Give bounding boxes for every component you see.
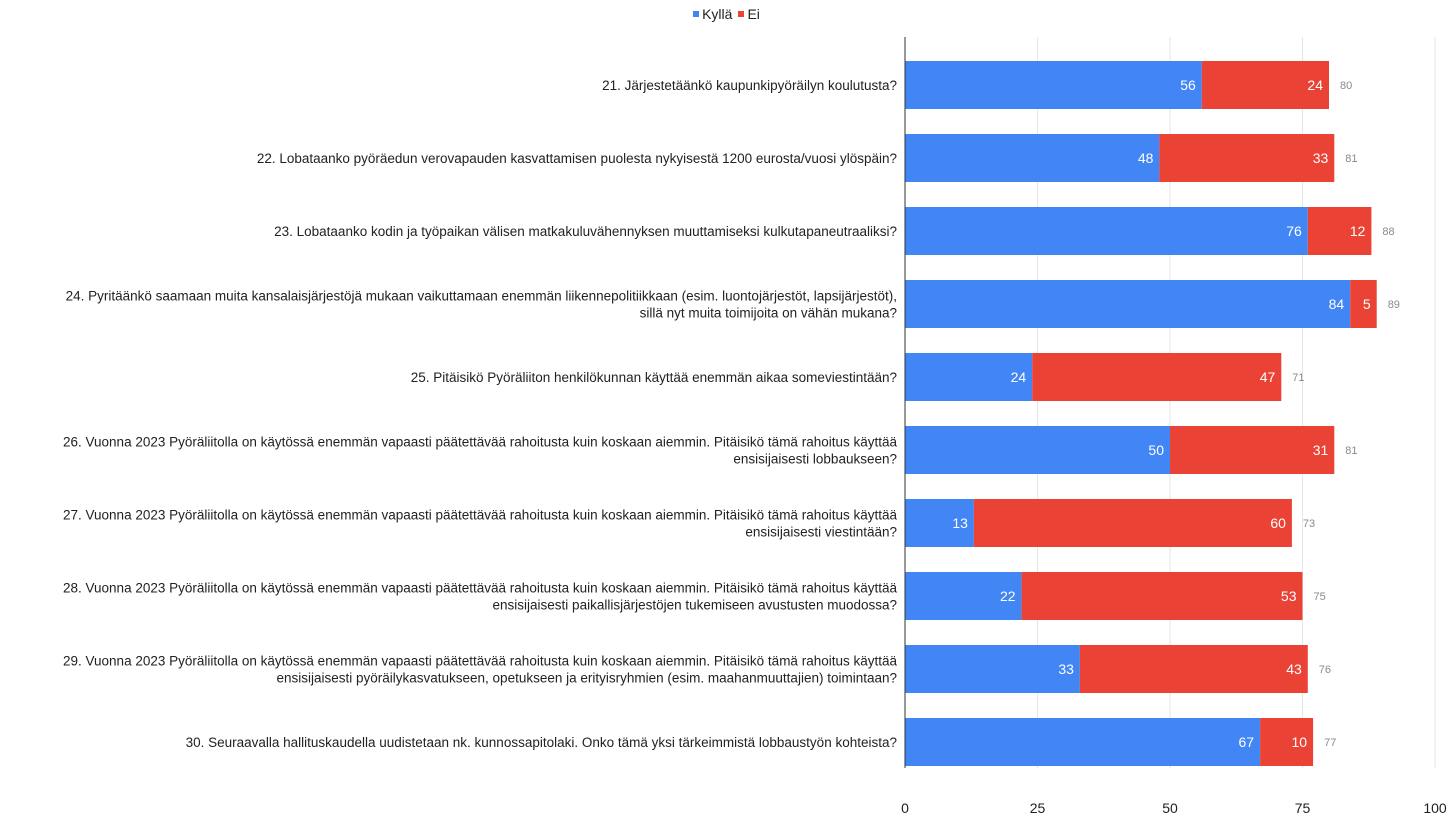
bar-kylla (905, 353, 1033, 401)
total-label: 80 (1340, 80, 1352, 92)
category-label: ensisijaisesti viestintään? (745, 525, 897, 540)
data-label: 47 (1260, 369, 1276, 385)
x-tick-label: 100 (1423, 800, 1447, 815)
bar-ei (1260, 718, 1314, 766)
bar-ei (1032, 353, 1282, 401)
bar-kylla (905, 718, 1261, 766)
bar-ei (1159, 134, 1335, 182)
category-label: 24. Pyritäänkö saamaan muita kansalaisjä… (66, 289, 897, 304)
total-label: 73 (1303, 518, 1315, 530)
data-label: 67 (1239, 734, 1255, 750)
legend: Kyllä Ei (0, 6, 1453, 22)
bar-kylla (905, 572, 1022, 620)
data-label: 43 (1286, 661, 1302, 677)
data-label: 76 (1286, 223, 1302, 239)
total-label: 71 (1292, 372, 1304, 384)
data-label: 5 (1363, 296, 1371, 312)
data-label: 60 (1270, 515, 1286, 531)
legend-swatch (738, 11, 745, 17)
bar-ei (973, 499, 1292, 547)
bar-ei (1307, 207, 1372, 255)
bar-kylla (905, 499, 974, 547)
bar-ei (1170, 426, 1335, 474)
data-label: 53 (1281, 588, 1297, 604)
data-label: 48 (1138, 150, 1154, 166)
total-label: 81 (1345, 153, 1357, 165)
bar-ei (1021, 572, 1303, 620)
data-label: 50 (1148, 442, 1164, 458)
data-label: 33 (1058, 661, 1074, 677)
legend-swatch (693, 11, 700, 17)
total-label: 75 (1314, 591, 1326, 603)
data-label: 12 (1350, 223, 1366, 239)
category-label: ensisijaisesti pyöräilykasvatukseen, ope… (276, 671, 897, 686)
category-label: 21. Järjestetäänkö kaupunkipyöräilyn kou… (602, 78, 897, 93)
category-label: 30. Seuraavalla hallituskaudella uudiste… (186, 735, 897, 750)
category-label: 23. Lobataanko kodin ja työpaikan välise… (274, 224, 897, 239)
category-label: 22. Lobataanko pyöräedun verovapauden ka… (257, 151, 897, 166)
category-label: 26. Vuonna 2023 Pyöräliitolla on käytöss… (63, 435, 897, 450)
category-label: ensisijaisesti paikallisjärjestöjen tuke… (493, 598, 897, 613)
bar-kylla (905, 645, 1080, 693)
bar-kylla (905, 61, 1202, 109)
total-label: 76 (1319, 664, 1331, 676)
bar-ei (1079, 645, 1308, 693)
total-label: 88 (1382, 226, 1394, 238)
x-tick-label: 25 (1030, 800, 1046, 815)
total-label: 89 (1388, 299, 1400, 311)
legend-label: Kyllä (702, 6, 733, 22)
category-label: 27. Vuonna 2023 Pyöräliitolla on käytöss… (63, 508, 897, 523)
data-label: 10 (1292, 734, 1308, 750)
data-label: 31 (1313, 442, 1329, 458)
bar-kylla (905, 207, 1308, 255)
bar-kylla (905, 426, 1170, 474)
data-label: 24 (1307, 77, 1323, 93)
category-label: sillä nyt muita toimijoita on vähän muka… (640, 306, 897, 321)
category-label: 25. Pitäisikö Pyöräliiton henkilökunnan … (411, 370, 897, 385)
legend-label: Ei (747, 6, 760, 22)
x-tick-label: 50 (1162, 800, 1178, 815)
data-label: 13 (952, 515, 968, 531)
total-label: 81 (1345, 445, 1357, 457)
data-label: 24 (1011, 369, 1027, 385)
data-label: 84 (1329, 296, 1345, 312)
bar-ei (1350, 280, 1377, 328)
bar-ei (1201, 61, 1329, 109)
data-label: 56 (1180, 77, 1196, 93)
x-tick-label: 75 (1295, 800, 1311, 815)
category-label: ensisijaisesti lobbaukseen? (733, 452, 897, 467)
category-label: 28. Vuonna 2023 Pyöräliitolla on käytöss… (63, 581, 897, 596)
total-label: 77 (1324, 737, 1336, 749)
category-label: 29. Vuonna 2023 Pyöräliitolla on käytöss… (63, 654, 897, 669)
legend-item: Kyllä (693, 6, 732, 22)
data-label: 33 (1313, 150, 1329, 166)
data-label: 22 (1000, 588, 1016, 604)
x-tick-label: 0 (901, 800, 909, 815)
legend-item: Ei (738, 6, 760, 22)
bar-kylla (905, 280, 1351, 328)
bar-kylla (905, 134, 1160, 182)
